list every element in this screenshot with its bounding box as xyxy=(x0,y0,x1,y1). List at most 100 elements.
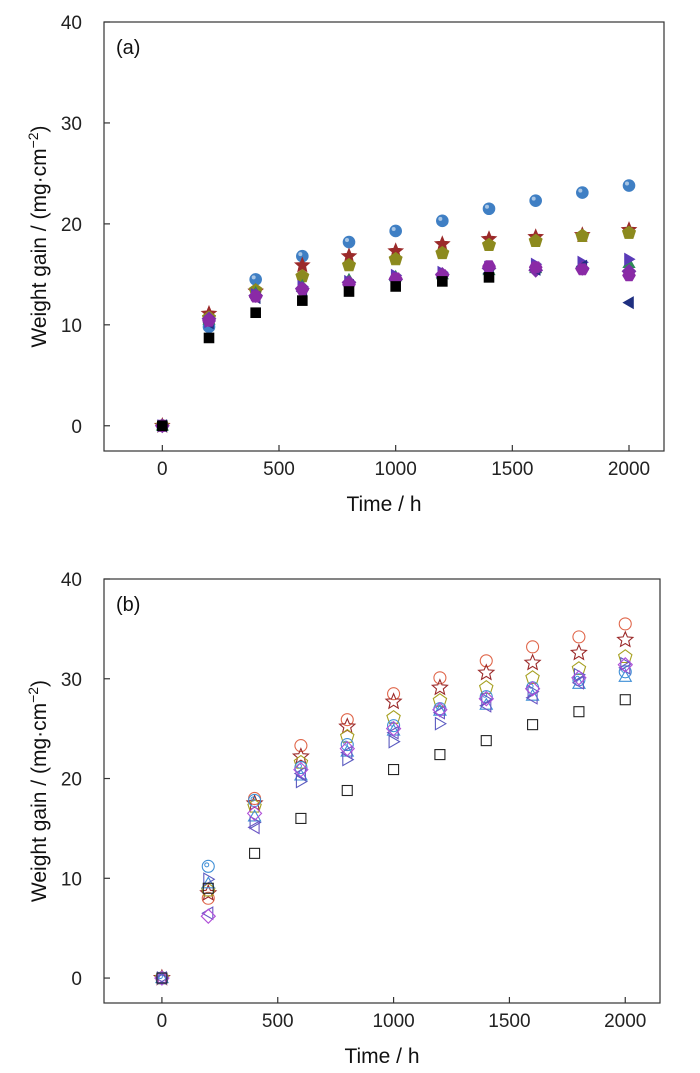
x-tick-label-a-0: 0 xyxy=(157,459,168,480)
data-point-b-3-5 xyxy=(387,719,401,733)
chart-panel-a: 0 500 1000 1500 2000 0 10 20 30 40 (a) Time / h Weig… xyxy=(25,13,665,516)
data-point-a-7-1 xyxy=(202,314,216,327)
data-point-b-5-10 xyxy=(620,656,633,671)
y-tick-label-a-4: 40 xyxy=(61,13,82,34)
data-point-b-6-5 xyxy=(386,725,399,740)
x-tick-label-a-1: 500 xyxy=(263,459,295,480)
series-b-6 xyxy=(154,660,631,986)
data-point-b-0-5 xyxy=(387,687,401,701)
data-point-b-8-6 xyxy=(434,749,446,761)
data-point-b-2-8 xyxy=(525,670,540,684)
data-point-a-2-4 xyxy=(341,257,357,272)
data-point-b-7-8 xyxy=(524,680,541,697)
data-point-a-8-3 xyxy=(297,295,308,306)
series-a-0 xyxy=(156,179,636,433)
data-point-a-0-9 xyxy=(576,186,589,199)
data-point-a-8-4 xyxy=(343,286,355,297)
y-axis-label-sup-a: −2 xyxy=(25,132,41,148)
data-point-a-2-8 xyxy=(528,233,543,247)
data-point-a-8-6 xyxy=(437,276,448,287)
data-point-a-0-10-highlight xyxy=(625,181,629,186)
data-point-a-0-9-highlight xyxy=(578,188,583,193)
data-point-b-3-10 xyxy=(618,665,632,679)
data-point-b-1-3 xyxy=(291,747,310,765)
series-b-8 xyxy=(156,694,631,984)
data-point-b-7-6 xyxy=(432,701,448,718)
data-point-a-0-7-highlight xyxy=(485,204,489,209)
data-point-b-0-8 xyxy=(526,640,540,654)
data-point-b-3-3 xyxy=(294,761,308,775)
y-axis-label-close-a: ) xyxy=(28,125,51,132)
panel-label-a: (a) xyxy=(116,37,140,59)
x-axis-label-b: Time / h xyxy=(344,1045,419,1068)
data-point-b-8-8 xyxy=(527,719,539,731)
data-point-b-0-4 xyxy=(340,713,354,727)
series-a-2 xyxy=(155,225,637,432)
data-point-b-4-10 xyxy=(618,669,633,682)
data-point-b-1-7 xyxy=(477,663,496,681)
y-axis-label-close-b: ) xyxy=(28,680,51,687)
data-point-b-0-7 xyxy=(479,654,493,668)
data-point-b-7-9 xyxy=(571,670,587,686)
data-point-a-0-10 xyxy=(622,179,636,192)
data-point-b-2-3 xyxy=(293,754,309,769)
data-point-a-7-10 xyxy=(622,269,636,282)
data-point-a-0-6 xyxy=(436,214,449,228)
data-point-b-3-4 xyxy=(340,738,354,752)
y-axis-label-a: Weight gain / (mg·cm−2) xyxy=(25,125,51,347)
x-tick-label-b-4: 2000 xyxy=(604,1011,646,1032)
data-point-b-8-2 xyxy=(249,847,261,859)
data-point-b-7-3 xyxy=(293,761,309,778)
data-point-b-0-3 xyxy=(294,739,308,753)
x-tick-label-a-2: 1000 xyxy=(375,459,417,480)
data-point-a-6-10 xyxy=(622,296,634,310)
data-point-a-7-8 xyxy=(528,261,543,274)
series-b-5 xyxy=(156,656,633,986)
data-point-a-8-0 xyxy=(157,420,168,432)
x-tick-label-b-2: 1000 xyxy=(372,1011,414,1032)
data-point-b-6-2 xyxy=(247,820,260,835)
data-point-a-0-3-highlight xyxy=(298,252,303,257)
plot-frame-b xyxy=(103,578,661,1004)
data-point-a-8-5 xyxy=(390,281,401,292)
data-point-b-6-7 xyxy=(479,698,492,713)
data-point-b-1-5 xyxy=(384,692,403,710)
data-point-a-1-3 xyxy=(293,256,311,273)
data-point-b-8-10 xyxy=(619,694,631,706)
data-point-a-2-9 xyxy=(575,228,590,242)
y-axis-label-main-a: Weight gain / (mg·cm xyxy=(28,148,51,347)
data-point-a-8-1 xyxy=(203,332,215,344)
series-b-4 xyxy=(154,669,633,984)
data-point-a-2-5 xyxy=(388,251,403,266)
data-point-b-3-4-dot xyxy=(343,740,349,746)
data-point-b-7-10 xyxy=(617,657,634,673)
series-b-1 xyxy=(152,630,635,986)
data-point-b-0-1 xyxy=(201,891,215,905)
series-b-7 xyxy=(154,657,634,986)
data-point-b-1-8 xyxy=(523,653,542,671)
y-tick-label-a-2: 20 xyxy=(61,215,82,236)
chart-panel-b: 0 500 1000 1500 2000 0 10 20 30 40 (b) Time / h Weig… xyxy=(25,570,661,1068)
data-point-b-1-4 xyxy=(338,717,357,735)
data-point-a-7-3 xyxy=(295,283,310,296)
y-axis-label-sup-b: −2 xyxy=(25,687,41,703)
x-tick-label-b-3: 1500 xyxy=(488,1011,530,1032)
data-point-b-8-1 xyxy=(202,882,214,894)
data-point-b-5-6 xyxy=(434,716,448,731)
y-tick-label-a-0: 0 xyxy=(71,417,82,438)
x-axis-label-a: Time / h xyxy=(346,493,421,516)
panel-label-b: (b) xyxy=(116,594,140,616)
data-point-a-0-5 xyxy=(389,224,402,238)
data-point-b-8-5 xyxy=(388,764,400,776)
data-point-a-8-2 xyxy=(250,307,261,319)
series-b-3 xyxy=(155,665,632,985)
data-point-b-5-1 xyxy=(203,872,216,887)
data-point-a-4-10 xyxy=(624,252,636,266)
data-point-b-5-5 xyxy=(388,734,401,749)
x-tick-label-a-4: 2000 xyxy=(608,459,650,480)
data-point-a-0-4-highlight xyxy=(345,238,349,243)
data-point-b-4-9 xyxy=(571,676,586,689)
data-point-b-7-1 xyxy=(200,908,217,924)
y-tick-label-a-3: 30 xyxy=(61,114,82,135)
